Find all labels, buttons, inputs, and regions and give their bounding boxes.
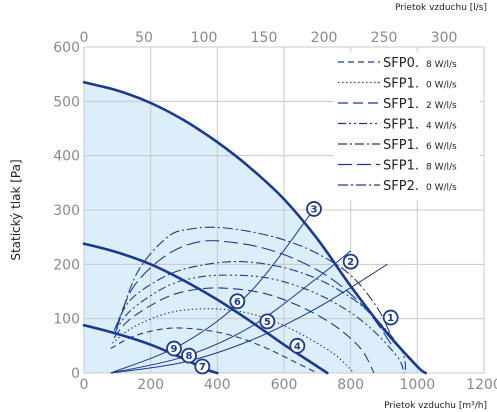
legend-entry: SFP1. 4 W/l/s [338, 118, 457, 133]
y-tick-label: 300 [53, 203, 80, 219]
x-tick-label: 200 [137, 377, 164, 393]
sfp-curve [115, 240, 395, 349]
sfp-curve [110, 327, 318, 374]
fan-curve-mid [82, 242, 329, 375]
operating-point: 9 [166, 340, 182, 357]
legend-entry: SFP1. 2 W/l/s [338, 97, 457, 112]
legend-label: SFP0. [383, 56, 419, 71]
y-tick-label: 100 [53, 312, 80, 328]
operating-point: 6 [229, 293, 246, 310]
operating-point: 3 [306, 201, 322, 217]
plot-frame [83, 46, 485, 374]
x2-tick-label: 300 [431, 30, 458, 46]
legend-unit: 8 W/l/s [426, 60, 457, 70]
operating-point-label: 7 [199, 362, 206, 373]
operating-point-label: 6 [234, 297, 241, 308]
system-curve [110, 204, 318, 374]
legend-entry: SFP1. 0 W/l/s [338, 77, 457, 92]
legend-unit: 4 W/l/s [426, 122, 457, 132]
operating-point: 7 [194, 358, 211, 375]
legend-label: SFP2. [383, 179, 419, 194]
legend-entry: SFP1. 8 W/l/s [338, 159, 457, 174]
x2-tick-label: 200 [311, 30, 338, 46]
sfp-curve [113, 274, 405, 374]
legend-label: SFP1. [383, 77, 419, 92]
x2-tick-label: 100 [191, 30, 218, 46]
operating-point: 4 [289, 337, 306, 354]
operating-point: 8 [181, 347, 197, 364]
operating-point-marker [382, 309, 399, 326]
operating-point-marker [306, 201, 322, 217]
legend-label: SFP1. [383, 138, 419, 153]
y-tick-label: 0 [71, 366, 80, 382]
legend-unit: 0 W/l/s [426, 183, 457, 193]
x-axis-label: Prietok vzduchu [m³/h] [384, 401, 487, 411]
operating-point-label: 9 [171, 344, 178, 355]
x-tick-label: 0 [80, 377, 89, 393]
legend-entry: SFP2. 0 W/l/s [338, 179, 457, 194]
x2-tick-label: 150 [251, 30, 278, 46]
operating-point: 2 [342, 253, 359, 270]
x2-tick-label: 50 [135, 30, 153, 46]
sfp-curve [116, 226, 392, 336]
operating-point-marker [229, 293, 246, 310]
legend-label: SFP1. [383, 118, 419, 133]
legend-unit: 0 W/l/s [426, 81, 457, 91]
operating-point-marker [259, 313, 276, 330]
operating-point-marker [289, 337, 306, 354]
y-tick-label: 400 [53, 149, 80, 165]
legend-box [334, 52, 480, 200]
operating-point-label: 1 [387, 313, 394, 324]
operating-point-marker [181, 347, 197, 364]
y-axis-label: Statický tlak [Pa] [9, 159, 23, 260]
fan-curve-max [82, 81, 427, 375]
operating-point-marker [194, 358, 211, 375]
x2-axis-label: Prietok vzduchu [l/s] [395, 3, 487, 13]
system-curve [110, 263, 388, 374]
operating-point-marker [166, 340, 182, 357]
operating-area [84, 82, 426, 374]
operating-point: 5 [259, 313, 276, 330]
sfp-curve [111, 308, 355, 374]
y-tick-label: 600 [53, 40, 80, 56]
operating-point: 1 [382, 309, 399, 326]
sfp-curve [113, 287, 375, 374]
operating-point-label: 2 [347, 257, 354, 268]
y-tick-label: 500 [53, 94, 80, 110]
x-tick-label: 400 [204, 377, 231, 393]
x2-tick-label: 250 [371, 30, 398, 46]
legend-unit: 8 W/l/s [426, 163, 457, 173]
x2-tick-label: 0 [80, 30, 89, 46]
x-tick-label: 1000 [400, 377, 436, 393]
system-curve [110, 250, 352, 374]
legend-unit: 6 W/l/s [426, 142, 457, 152]
legend-entry: SFP1. 6 W/l/s [338, 138, 457, 153]
legend-label: SFP1. [383, 159, 419, 174]
operating-point-label: 4 [294, 341, 301, 352]
legend-unit: 2 W/l/s [426, 101, 457, 111]
operating-point-label: 3 [311, 204, 318, 215]
legend-entry: SFP0. 8 W/l/s [338, 56, 457, 71]
x-tick-label: 600 [271, 377, 298, 393]
operating-point-label: 8 [186, 351, 193, 362]
y-tick-label: 200 [53, 257, 80, 273]
operating-point-label: 5 [264, 317, 271, 328]
x-tick-label: 800 [337, 377, 364, 393]
legend-label: SFP1. [383, 97, 419, 112]
operating-point-marker [342, 253, 359, 270]
